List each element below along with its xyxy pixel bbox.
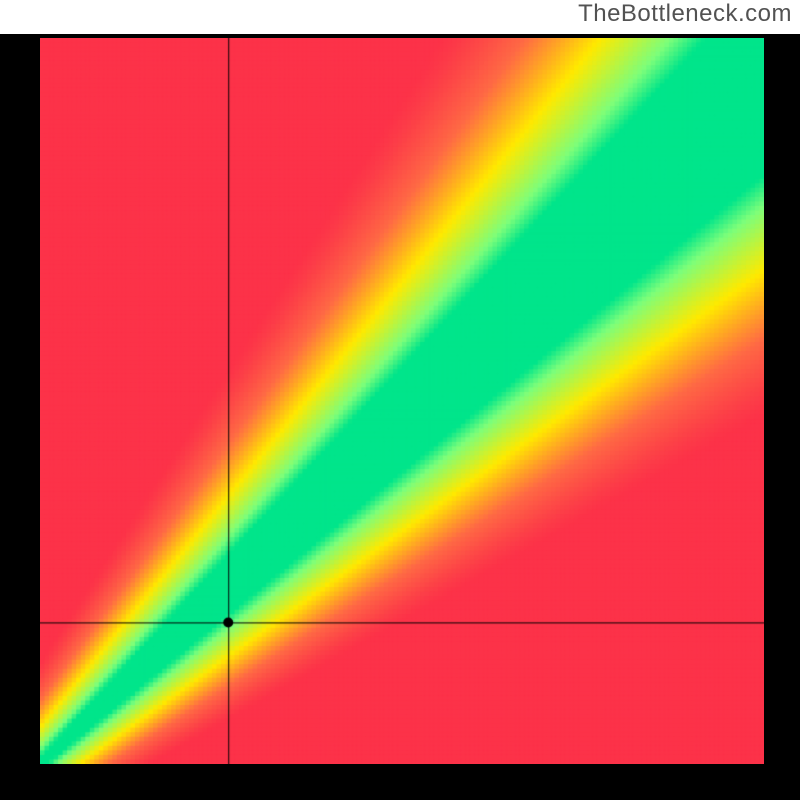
heatmap-canvas	[40, 38, 764, 764]
plot-area	[40, 38, 764, 764]
watermark-text: TheBottleneck.com	[578, 0, 792, 28]
